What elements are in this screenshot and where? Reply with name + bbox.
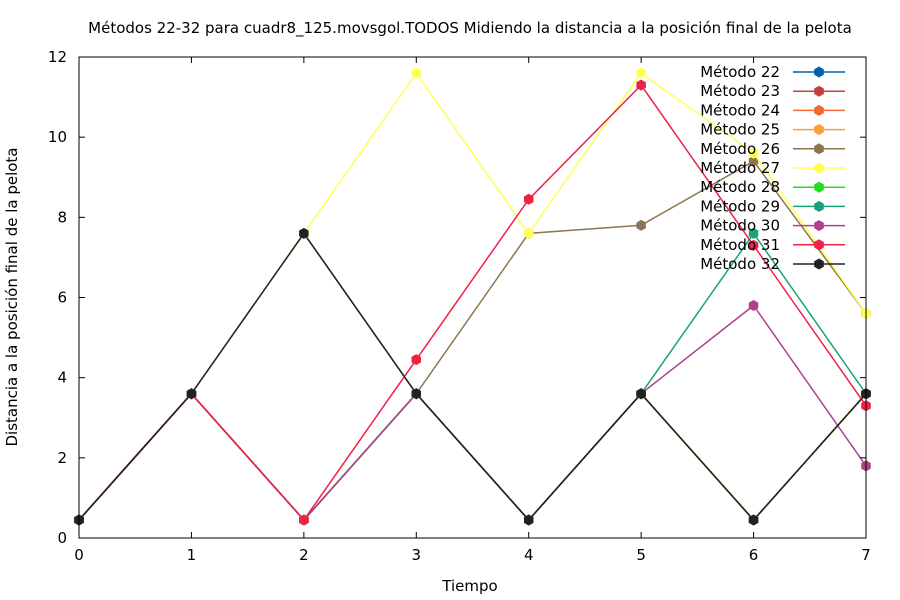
data-point [748, 514, 759, 526]
x-tick-label: 6 [749, 546, 759, 564]
series-line [78, 83, 867, 522]
data-point [636, 67, 646, 79]
y-tick-label: 12 [48, 48, 67, 66]
legend-entry: Método 31 [700, 236, 845, 254]
legend-label: Método 23 [700, 82, 780, 100]
legend-entry: Método 28 [700, 178, 845, 196]
legend-entry: Método 23 [700, 82, 845, 100]
legend-label: Método 24 [700, 101, 780, 119]
y-tick-label: 6 [57, 289, 67, 307]
legend-entry: Método 30 [700, 217, 845, 235]
data-point [748, 155, 759, 167]
legend-entry: Método 32 [700, 255, 845, 273]
legend-entry: Método 29 [700, 197, 845, 215]
data-point [524, 227, 534, 239]
legend-entry: Método 24 [700, 101, 845, 119]
data-point [411, 388, 421, 400]
series-line [78, 232, 867, 522]
x-axis-label: Tiempo [441, 577, 497, 595]
legend-marker [814, 143, 824, 155]
legend-entry: Método 22 [700, 63, 845, 81]
legend-marker [814, 104, 824, 116]
series-30 [74, 300, 871, 526]
legend-marker [814, 162, 824, 174]
legend-marker [814, 85, 824, 97]
data-point [636, 388, 646, 400]
data-point [748, 147, 759, 159]
series-layer [74, 67, 871, 526]
y-tick-label: 4 [57, 369, 67, 387]
chart-title: Métodos 22-32 para cuadr8_125.movsgol.TO… [88, 19, 852, 38]
x-tick-label: 5 [636, 546, 646, 564]
legend-marker [814, 124, 824, 136]
legend-marker [814, 200, 824, 212]
data-point [636, 79, 646, 91]
data-point [299, 514, 309, 526]
x-tick-label: 2 [299, 546, 309, 564]
legend-label: Método 28 [700, 178, 780, 196]
legend-marker [814, 239, 824, 251]
legend-entry: Método 26 [700, 140, 845, 158]
legend-entry: Método 25 [700, 121, 845, 139]
data-point [524, 514, 534, 526]
legend-label: Método 29 [700, 197, 780, 215]
legend-label: Método 26 [700, 140, 780, 158]
data-point [299, 227, 309, 239]
legend-marker [814, 66, 824, 78]
data-point [411, 67, 421, 79]
x-tick-label: 4 [524, 546, 534, 564]
legend-label: Método 27 [700, 159, 780, 177]
legend-label: Método 32 [700, 255, 780, 273]
series-32 [74, 227, 871, 526]
y-axis-label: Distancia a la posición final de la pelo… [3, 147, 21, 446]
legend-marker [814, 258, 824, 270]
series-line [78, 304, 867, 522]
x-tick-label: 7 [861, 546, 871, 564]
data-point [748, 227, 759, 239]
legend-entry: Método 27 [700, 159, 845, 177]
data-point [411, 354, 421, 366]
y-tick-label: 0 [57, 529, 67, 547]
data-point [748, 239, 759, 251]
data-point [524, 193, 534, 205]
data-point [186, 388, 197, 400]
legend-marker [814, 181, 824, 193]
legend-label: Método 30 [700, 217, 780, 235]
series-line [78, 232, 867, 522]
legend-label: Método 31 [700, 236, 780, 254]
legend-label: Método 22 [700, 63, 780, 81]
y-tick-label: 2 [57, 449, 67, 467]
x-tick-label: 1 [187, 546, 197, 564]
data-point [636, 219, 646, 231]
legend-marker [814, 220, 824, 232]
x-tick-label: 3 [412, 546, 422, 564]
x-tick-label: 0 [74, 546, 84, 564]
y-tick-label: 10 [48, 128, 67, 146]
legend-label: Método 25 [700, 121, 780, 139]
y-tick-label: 8 [57, 208, 67, 226]
data-point [748, 300, 759, 311]
